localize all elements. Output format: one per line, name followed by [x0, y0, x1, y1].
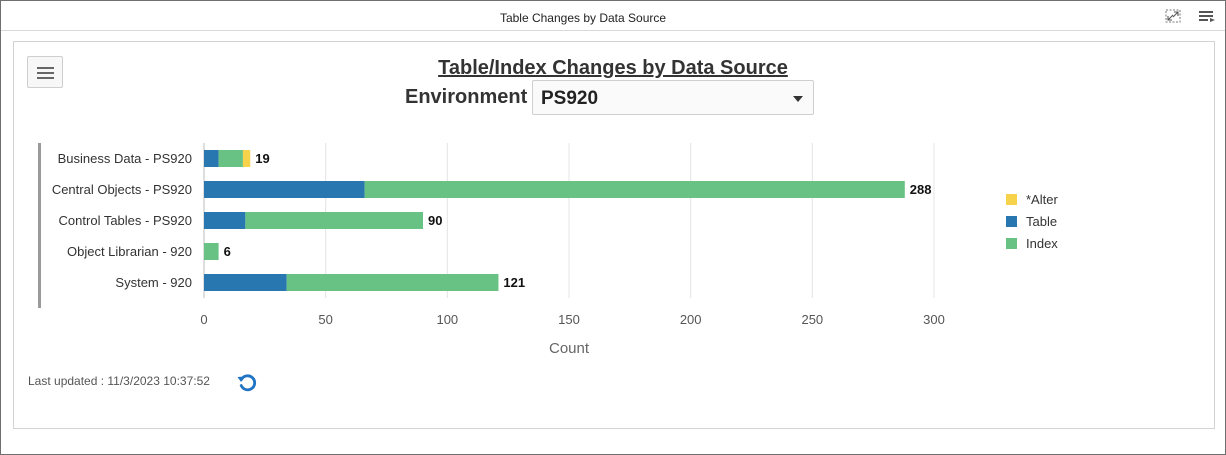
hamburger-menu-button[interactable] — [27, 56, 63, 88]
refresh-icon[interactable] — [235, 370, 259, 394]
bar-table — [204, 212, 246, 229]
environment-value: PS920 — [541, 88, 599, 109]
environment-label: Environment — [405, 86, 528, 108]
bar-index — [286, 274, 499, 291]
last-updated: Last updated : 11/3/2023 10:37:52 — [28, 374, 210, 388]
window-title: Table Changes by Data Source — [499, 11, 667, 25]
bar-index — [245, 212, 423, 229]
bar-index — [204, 243, 219, 260]
category-label: Control Tables - PS920 — [59, 213, 192, 228]
x-tick-label: 100 — [436, 312, 458, 327]
category-label: System - 920 — [115, 275, 192, 290]
maximize-icon[interactable] — [1164, 8, 1182, 24]
total-label: 90 — [428, 213, 442, 228]
legend-label: Index — [1026, 236, 1058, 251]
total-label: 121 — [503, 275, 525, 290]
legend-swatch — [1006, 216, 1017, 227]
x-tick-label: 300 — [923, 312, 945, 327]
x-tick-label: 150 — [558, 312, 580, 327]
bar-alter — [242, 150, 251, 167]
legend-swatch — [1006, 238, 1017, 249]
category-axis-bar — [38, 143, 41, 308]
hamburger-icon-line — [37, 72, 54, 74]
total-label: 19 — [255, 151, 269, 166]
hamburger-icon-line — [37, 77, 54, 79]
bar-table — [204, 274, 287, 291]
category-label: Business Data - PS920 — [58, 151, 192, 166]
legend-swatch — [1006, 194, 1017, 205]
x-axis-title: Count — [549, 340, 590, 357]
bar-index — [364, 181, 905, 198]
title-bar: Table Changes by Data Source — [1, 1, 1225, 31]
bar-table — [204, 150, 219, 167]
legend-label: Table — [1026, 214, 1058, 229]
list-settings-icon[interactable] — [1198, 8, 1216, 24]
category-label: Central Objects - PS920 — [52, 182, 192, 197]
x-tick-label: 0 — [200, 312, 207, 327]
chart-title: Table/Index Changes by Data Source — [438, 57, 788, 79]
hamburger-icon — [37, 67, 54, 69]
bar-table — [204, 181, 365, 198]
chevron-down-icon — [793, 96, 803, 102]
category-label: Object Librarian - 920 — [67, 244, 192, 259]
environment-select[interactable]: PS920 — [532, 80, 814, 115]
bar-index — [218, 150, 243, 167]
x-tick-label: 50 — [318, 312, 332, 327]
x-tick-label: 200 — [680, 312, 702, 327]
x-tick-label: 250 — [801, 312, 823, 327]
legend-label: *Alter — [1026, 192, 1058, 207]
total-label: 288 — [910, 182, 932, 197]
total-label: 6 — [224, 244, 231, 259]
